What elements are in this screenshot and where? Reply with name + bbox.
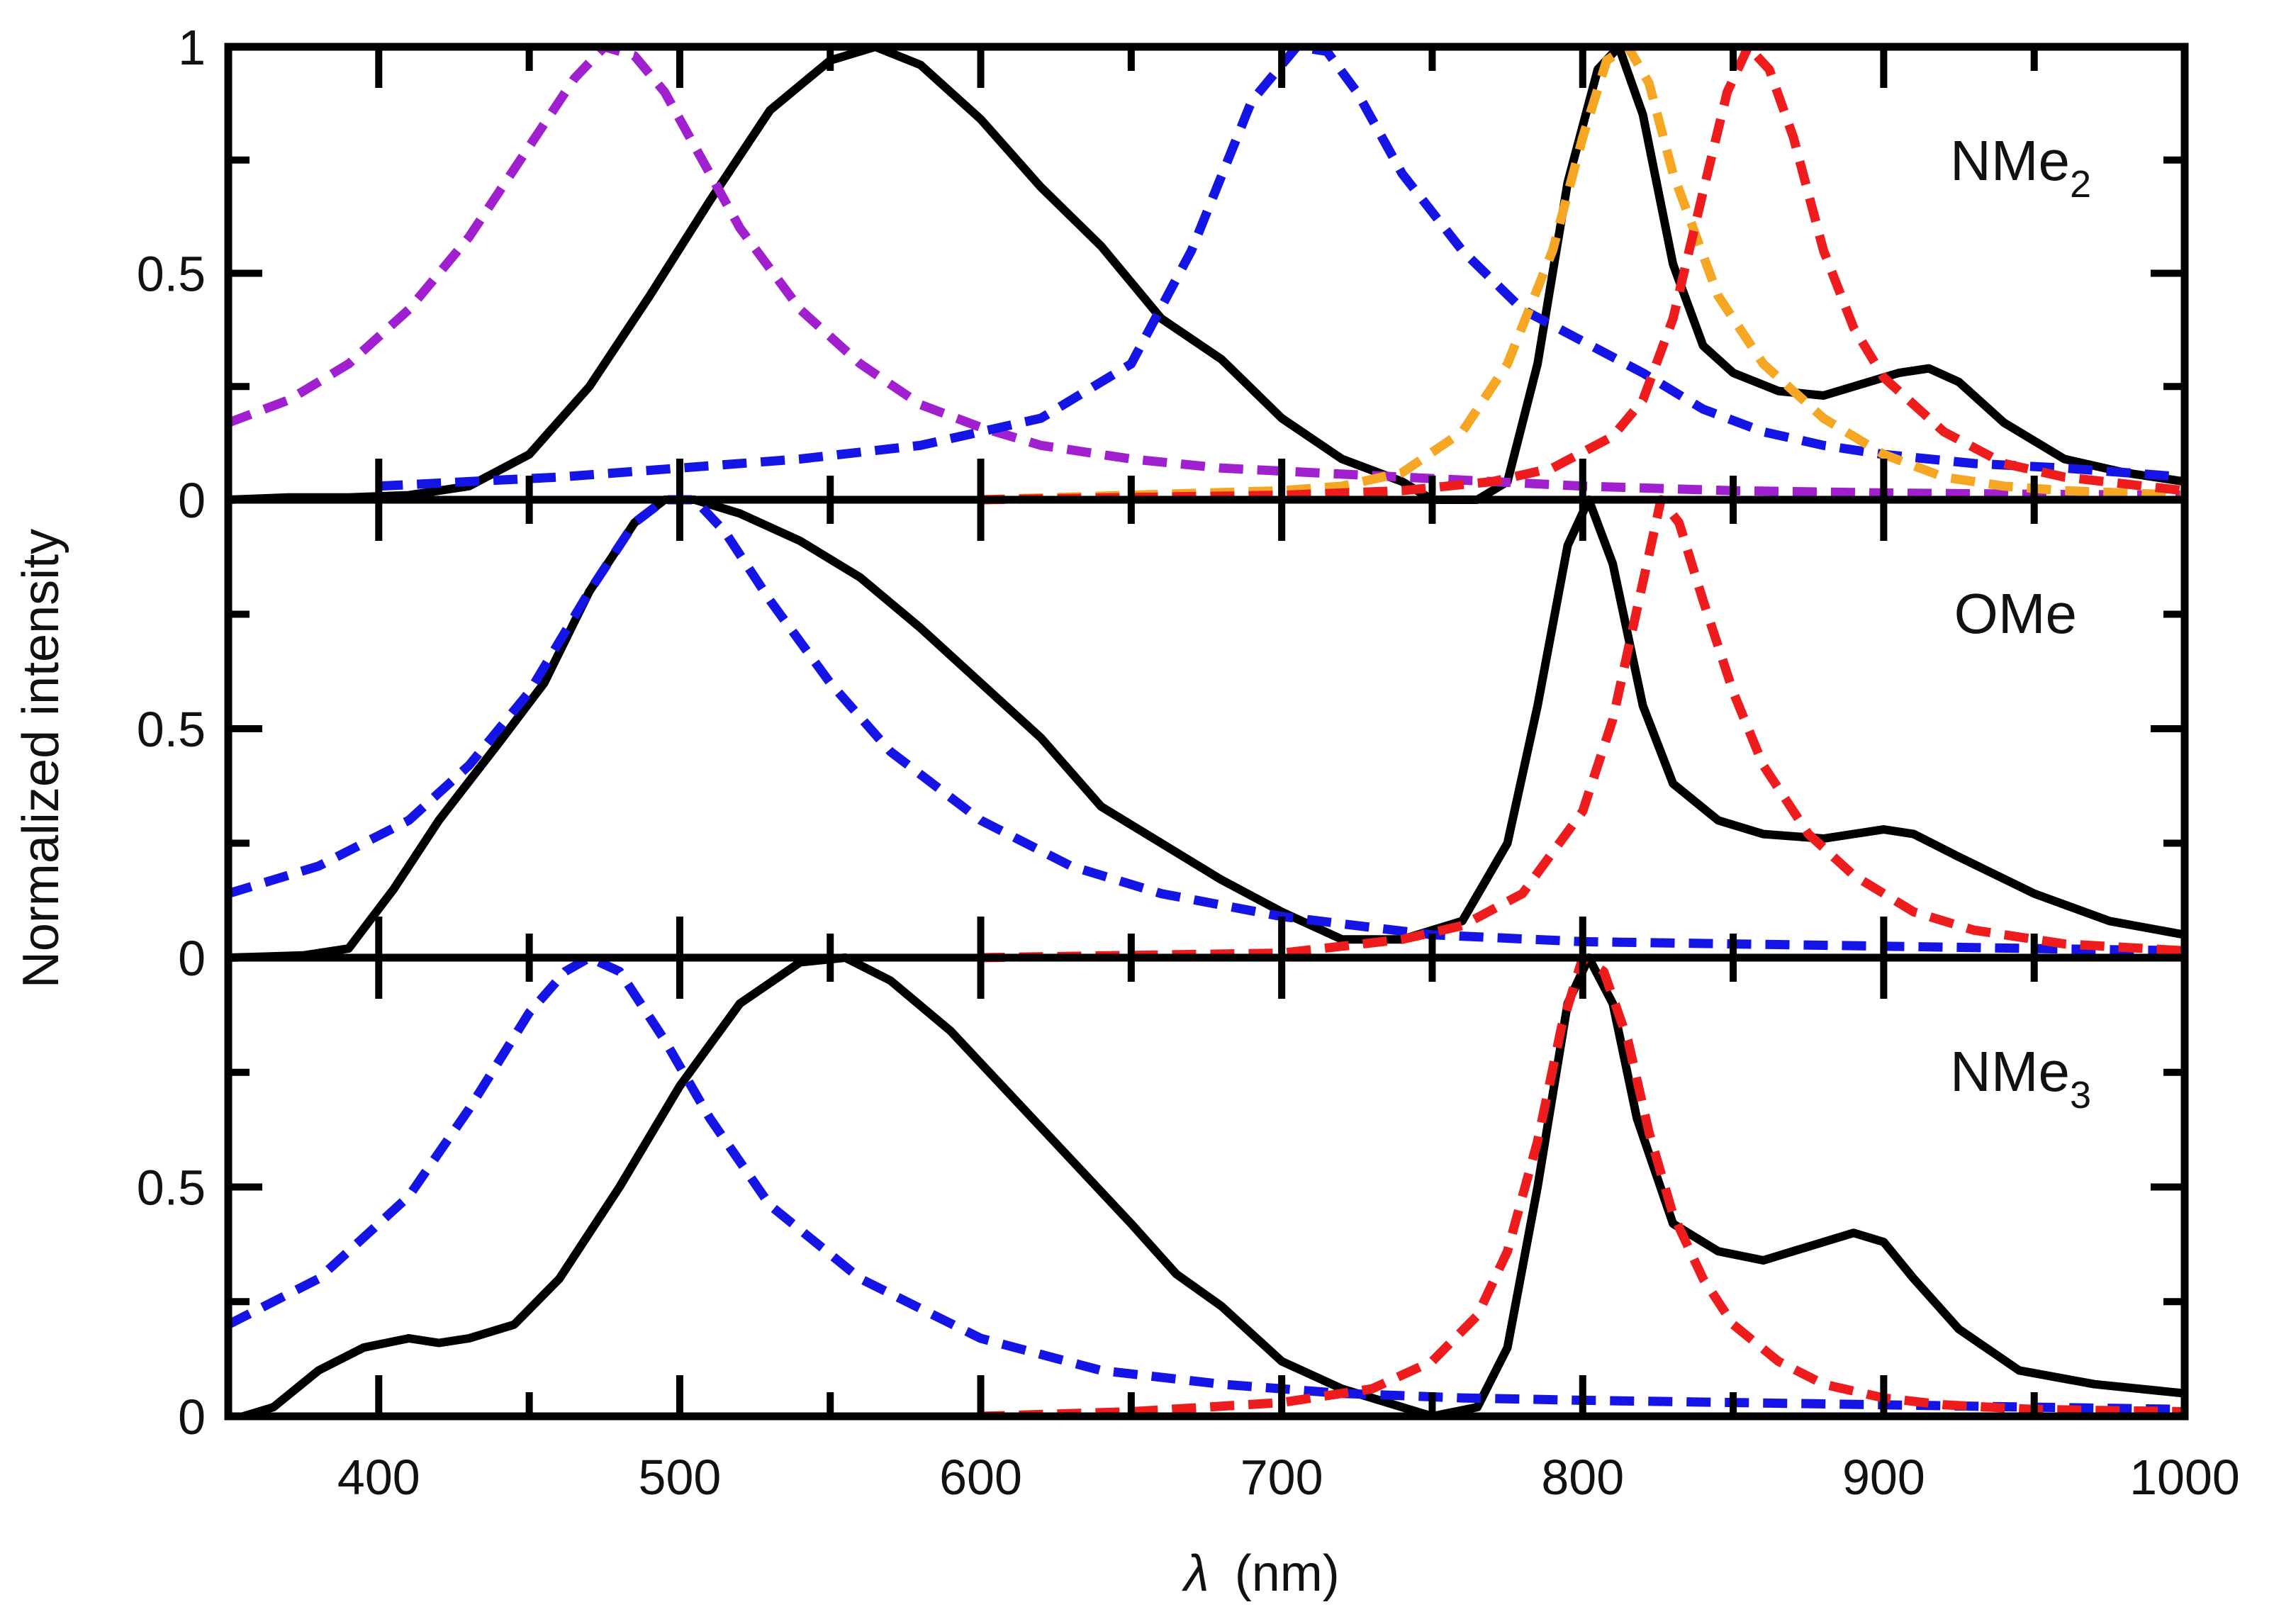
panel-3-y-tick-label: 0.5 — [137, 1160, 206, 1216]
panel-1-purple-line — [228, 44, 2185, 500]
panel-1-blue-line — [378, 44, 2185, 491]
x-tick-label: 900 — [1842, 1450, 1925, 1505]
panel-2-blue-line — [228, 495, 2185, 956]
x-axis-unit: (nm) — [1235, 1545, 1340, 1602]
x-tick-label: 600 — [939, 1450, 1022, 1505]
panel-label-main: NMe — [1950, 1040, 2070, 1103]
x-tick-label: 400 — [337, 1450, 420, 1505]
plot-frame — [224, 43, 2189, 1421]
x-tick-label: 500 — [639, 1450, 722, 1505]
panel-1-y-tick-label: 1 — [178, 20, 206, 75]
x-tick-label: 1000 — [2129, 1450, 2240, 1505]
panel-2-emission-line — [228, 495, 2185, 962]
panel-1-y-tick-label: 0 — [178, 473, 206, 528]
panel-label-main: OMe — [1954, 582, 2077, 645]
panel-3-blue-line — [228, 953, 2185, 1414]
panel-2-y-tick-label: 0.5 — [137, 702, 206, 757]
panel-3-red-line — [980, 953, 2185, 1419]
panel-1-y-tick-label: 0.5 — [137, 247, 206, 302]
panel-1-label: NMe2 — [1950, 129, 2091, 206]
y-axis-title: Normalized intensity — [13, 529, 69, 988]
panel-1-red-line — [980, 44, 2185, 505]
x-axis-symbol: λ — [1181, 1545, 1209, 1602]
panel-2-y-tick-label: 0 — [178, 931, 206, 986]
panel-3-y-tick-label: 0 — [178, 1389, 206, 1445]
panel-3-label: NMe3 — [1950, 1040, 2091, 1116]
x-tick-label: 700 — [1240, 1450, 1323, 1505]
panel-label-subscript: 3 — [2070, 1074, 2091, 1116]
panel-1-emission-line — [228, 44, 2185, 504]
panel-label-subscript: 2 — [2070, 163, 2091, 206]
panel-2-red-line — [980, 495, 2185, 963]
plot-layer — [228, 44, 2185, 1419]
panel-label-main: NMe — [1950, 129, 2070, 192]
panel-3-emission-line — [242, 953, 2185, 1419]
x-axis-title: λ (nm) — [1181, 1545, 1339, 1602]
panel-2-label: OMe — [1954, 582, 2077, 645]
x-tick-label: 800 — [1541, 1450, 1624, 1505]
